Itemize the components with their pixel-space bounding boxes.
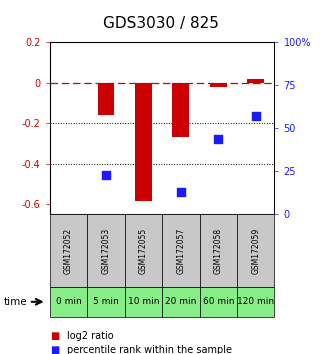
Text: percentile rank within the sample: percentile rank within the sample (67, 346, 232, 354)
Bar (135, 83, 152, 201)
Text: ■: ■ (50, 331, 59, 341)
Bar (98, 83, 114, 115)
Text: time: time (3, 297, 27, 307)
Point (103, 172, 108, 177)
Text: GSM172055: GSM172055 (139, 227, 148, 274)
Point (253, 114, 258, 119)
Bar (172, 83, 189, 137)
Text: GDS3030 / 825: GDS3030 / 825 (103, 16, 218, 30)
Text: 60 min: 60 min (203, 297, 234, 306)
Text: ■: ■ (50, 346, 59, 354)
Text: GSM172058: GSM172058 (214, 227, 223, 274)
Point (178, 189, 183, 195)
Text: 0 min: 0 min (56, 297, 81, 306)
Text: 5 min: 5 min (93, 297, 119, 306)
Bar (210, 83, 227, 87)
Point (216, 136, 221, 142)
Text: 10 min: 10 min (128, 297, 159, 306)
Text: 120 min: 120 min (237, 297, 274, 306)
Text: GSM172059: GSM172059 (251, 227, 260, 274)
Text: log2 ratio: log2 ratio (67, 331, 114, 341)
Bar (247, 79, 264, 83)
Text: GSM172057: GSM172057 (176, 227, 185, 274)
Text: GSM172052: GSM172052 (64, 227, 73, 274)
Text: GSM172053: GSM172053 (101, 227, 110, 274)
Text: 20 min: 20 min (165, 297, 196, 306)
